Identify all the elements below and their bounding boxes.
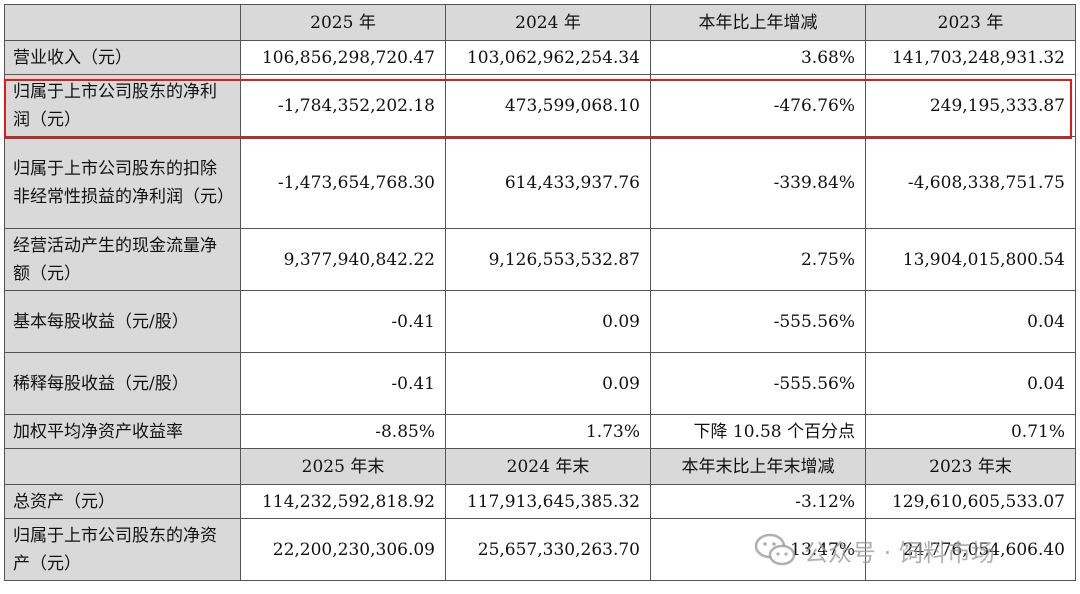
header-cell: 本年比上年增减 [650, 4, 866, 41]
row-label: 稀释每股收益（元/股） [4, 352, 241, 415]
value-change: -555.56% [650, 352, 866, 415]
row-label: 加权平均净资产收益率 [4, 414, 241, 449]
value-2025: 22,200,230,306.09 [240, 518, 446, 581]
row-label: 经营活动产生的现金流量净额（元） [4, 228, 241, 291]
header-row-annual: 2025 年 2024 年 本年比上年增减 2023 年 [4, 4, 1076, 41]
value-change: 3.68% [650, 40, 866, 75]
header-cell: 2024 年 [445, 4, 651, 41]
header-cell [4, 448, 241, 485]
value-2025: 106,856,298,720.47 [240, 40, 446, 75]
value-change: -13.47% [650, 518, 866, 581]
table-row: 经营活动产生的现金流量净额（元） 9,377,940,842.22 9,126,… [4, 228, 1076, 291]
value-2024: 614,433,937.76 [445, 136, 651, 229]
value-2023: 129,610,605,533.07 [865, 484, 1076, 519]
value-change: -339.84% [650, 136, 866, 229]
value-change: -555.56% [650, 290, 866, 353]
row-label: 归属于上市公司股东的扣除非经常性损益的净利润（元） [4, 136, 241, 229]
value-2024: 9,126,553,532.87 [445, 228, 651, 291]
value-2024: 117,913,645,385.32 [445, 484, 651, 519]
header-cell: 2025 年 [240, 4, 446, 41]
table-row: 归属于上市公司股东的净资产（元） 22,200,230,306.09 25,65… [4, 518, 1076, 581]
value-2024: 0.09 [445, 290, 651, 353]
value-2023: 24,776,054,606.40 [865, 518, 1076, 581]
row-label: 总资产（元） [4, 484, 241, 519]
header-cell: 2023 年末 [865, 448, 1076, 485]
value-2024: 0.09 [445, 352, 651, 415]
row-label: 营业收入（元） [4, 40, 241, 75]
header-cell: 2023 年 [865, 4, 1076, 41]
value-2025: 114,232,592,818.92 [240, 484, 446, 519]
row-label: 基本每股收益（元/股） [4, 290, 241, 353]
value-2025: -0.41 [240, 290, 446, 353]
header-cell: 2024 年末 [445, 448, 651, 485]
value-2025: -0.41 [240, 352, 446, 415]
table-row: 加权平均净资产收益率 -8.85% 1.73% 下降 10.58 个百分点 0.… [4, 414, 1076, 449]
value-2023: 0.04 [865, 352, 1076, 415]
value-change: -476.76% [650, 74, 866, 137]
value-change: 2.75% [650, 228, 866, 291]
table-row-highlighted: 归属于上市公司股东的净利润（元） -1,784,352,202.18 473,5… [4, 74, 1076, 137]
row-label: 归属于上市公司股东的净利润（元） [4, 74, 241, 137]
header-row-year-end: 2025 年末 2024 年末 本年末比上年末增减 2023 年末 [4, 448, 1076, 485]
value-2023: 13,904,015,800.54 [865, 228, 1076, 291]
table-row: 营业收入（元） 106,856,298,720.47 103,062,962,2… [4, 40, 1076, 75]
value-2023: 0.04 [865, 290, 1076, 353]
value-change: 下降 10.58 个百分点 [650, 414, 866, 449]
header-cell [4, 4, 241, 41]
value-2023: 0.71% [865, 414, 1076, 449]
value-2025: 9,377,940,842.22 [240, 228, 446, 291]
row-label: 归属于上市公司股东的净资产（元） [4, 518, 241, 581]
table-row: 归属于上市公司股东的扣除非经常性损益的净利润（元） -1,473,654,768… [4, 136, 1076, 229]
value-2024: 1.73% [445, 414, 651, 449]
value-2025: -8.85% [240, 414, 446, 449]
value-2023: 249,195,333.87 [865, 74, 1076, 137]
value-2023: -4,608,338,751.75 [865, 136, 1076, 229]
value-2025: -1,784,352,202.18 [240, 74, 446, 137]
table-row: 基本每股收益（元/股） -0.41 0.09 -555.56% 0.04 [4, 290, 1076, 353]
header-cell: 本年末比上年末增减 [650, 448, 866, 485]
value-2023: 141,703,248,931.32 [865, 40, 1076, 75]
table-row: 总资产（元） 114,232,592,818.92 117,913,645,38… [4, 484, 1076, 519]
value-2024: 25,657,330,263.70 [445, 518, 651, 581]
value-2024: 103,062,962,254.34 [445, 40, 651, 75]
value-change: -3.12% [650, 484, 866, 519]
value-2024: 473,599,068.10 [445, 74, 651, 137]
financial-table: 2025 年 2024 年 本年比上年增减 2023 年 营业收入（元） 106… [4, 4, 1076, 581]
value-2025: -1,473,654,768.30 [240, 136, 446, 229]
header-cell: 2025 年末 [240, 448, 446, 485]
table-row: 稀释每股收益（元/股） -0.41 0.09 -555.56% 0.04 [4, 352, 1076, 415]
